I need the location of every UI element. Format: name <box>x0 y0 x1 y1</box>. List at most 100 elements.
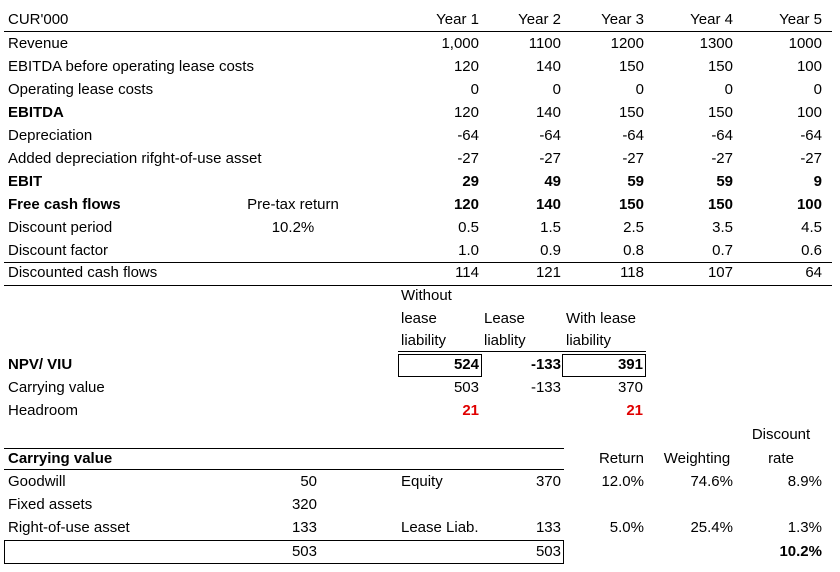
cell-ebit-y5: 9 <box>813 173 822 190</box>
equity-rate: 8.9% <box>787 473 822 490</box>
header-year-2: Year 2 <box>518 11 561 28</box>
cell-revenue-y3: 1200 <box>610 35 644 52</box>
cell-added-dep-y1: -27 <box>457 150 479 167</box>
row-label-fcf: Free cash flows <box>8 196 121 213</box>
lease-liab-rate: 1.3% <box>787 519 822 536</box>
carrying-section-title: Carrying value <box>8 450 113 467</box>
headroom-without-value: 21 <box>462 402 479 419</box>
cell-fcf-y4: 150 <box>707 196 733 213</box>
cell-discount-factor-y5: 0.6 <box>801 242 822 259</box>
npv-without-box <box>398 354 482 377</box>
cell-discount-factor-y3: 0.8 <box>623 242 644 259</box>
cell-fcf-y1: 120 <box>453 196 479 213</box>
row-label-discount-period: Discount period <box>8 219 113 236</box>
npv-header-rule <box>398 351 646 352</box>
header-lease-line2: liablity <box>484 332 526 349</box>
carrying-label: Carrying value <box>8 379 105 396</box>
cell-ebit-y4: 59 <box>716 173 733 190</box>
header-year-4: Year 4 <box>690 11 733 28</box>
headroom-label: Headroom <box>8 402 79 419</box>
header-year-3: Year 3 <box>601 11 644 28</box>
cell-ebitda-before-y4: 150 <box>707 58 733 75</box>
cell-fcf-y5: 100 <box>796 196 822 213</box>
cell-ebitda-y3: 150 <box>618 104 644 121</box>
cell-added-dep-y5: -27 <box>800 150 822 167</box>
cell-ebitda-before-y1: 120 <box>453 58 479 75</box>
cell-ebitda-before-y5: 100 <box>796 58 822 75</box>
cell-depreciation-y2: -64 <box>539 127 561 144</box>
header-discount-line2: rate <box>768 450 794 467</box>
equity-weighting: 74.6% <box>690 473 733 490</box>
cell-depreciation-y1: -64 <box>457 127 479 144</box>
row-label-revenue: Revenue <box>8 35 69 52</box>
header-without-line2: lease <box>401 310 437 327</box>
cell-op-lease-y1: 0 <box>470 81 479 98</box>
cell-ebitda-y4: 150 <box>707 104 733 121</box>
cell-discount-factor-y4: 0.7 <box>712 242 733 259</box>
cell-ebit-y3: 59 <box>627 173 644 190</box>
cell-dcf-y2: 121 <box>535 264 561 281</box>
equity-value: 370 <box>535 473 561 490</box>
header-without-line1: Without <box>401 287 452 304</box>
cell-discount-period-y4: 3.5 <box>712 219 733 236</box>
cell-added-dep-y2: -27 <box>539 150 561 167</box>
cell-discount-factor-y2: 0.9 <box>540 242 561 259</box>
cell-revenue-y1: 1,000 <box>441 35 479 52</box>
cell-revenue-y4: 1300 <box>699 35 733 52</box>
npv-with-box <box>562 354 646 377</box>
fixed-assets-value: 320 <box>291 496 317 513</box>
cell-fcf-y3: 150 <box>618 196 644 213</box>
pretax-return-label: Pre-tax return <box>247 196 339 213</box>
cell-added-dep-y4: -27 <box>711 150 733 167</box>
row-label-op-lease: Operating lease costs <box>8 81 154 98</box>
cell-discount-period-y5: 4.5 <box>801 219 822 236</box>
cell-dcf-y1: 114 <box>455 264 479 281</box>
cell-ebitda-before-y2: 140 <box>535 58 561 75</box>
npv-label: NPV/ VIU <box>8 356 73 373</box>
dcf-rule-top <box>4 262 832 263</box>
cell-op-lease-y2: 0 <box>552 81 561 98</box>
header-year-1: Year 1 <box>436 11 479 28</box>
carrying-title-rule-top <box>4 448 564 449</box>
row-label-depreciation: Depreciation <box>8 127 93 144</box>
lease-liab-label: Lease Liab. <box>401 519 479 536</box>
currency-label: CUR'000 <box>8 11 69 28</box>
row-label-added-dep: Added depreciation rifght-of-use asset <box>8 150 262 167</box>
npv-with-value: 391 <box>617 356 643 373</box>
cell-fcf-y2: 140 <box>535 196 561 213</box>
cell-ebit-y2: 49 <box>544 173 561 190</box>
cell-depreciation-y3: -64 <box>622 127 644 144</box>
carrying-lease-value: -133 <box>530 379 561 396</box>
cell-revenue-y2: 1100 <box>528 35 561 52</box>
lease-liab-value: 133 <box>535 519 561 536</box>
cell-depreciation-y4: -64 <box>711 127 733 144</box>
cell-ebitda-y5: 100 <box>796 104 822 121</box>
total-discount-rate: 10.2% <box>779 543 822 560</box>
cell-ebitda-y1: 120 <box>453 104 479 121</box>
equity-label: Equity <box>401 473 443 490</box>
cell-discount-period-y2: 1.5 <box>540 219 561 236</box>
row-label-ebit: EBIT <box>8 173 43 190</box>
header-year-5: Year 5 <box>779 11 822 28</box>
fixed-assets-label: Fixed assets <box>8 496 93 513</box>
cell-discount-period-y3: 2.5 <box>623 219 644 236</box>
row-label-ebitda: EBITDA <box>8 104 64 121</box>
header-weighting: Weighting <box>663 450 731 467</box>
lease-liab-return: 5.0% <box>609 519 644 536</box>
dcf-rule-bottom <box>4 285 832 286</box>
cell-op-lease-y5: 0 <box>813 81 822 98</box>
cell-ebit-y1: 29 <box>462 173 479 190</box>
total-liabilities-value: 503 <box>535 543 561 560</box>
pretax-return-value: 10.2% <box>271 219 315 236</box>
cell-dcf-y3: 118 <box>620 264 644 281</box>
cell-op-lease-y4: 0 <box>724 81 733 98</box>
header-with-line2: liability <box>566 332 612 349</box>
header-discount-line1: Discount <box>751 426 811 443</box>
headroom-with-value: 21 <box>626 402 643 419</box>
row-label-dcf: Discounted cash flows <box>8 264 158 281</box>
npv-lease-value: -133 <box>530 356 561 373</box>
total-assets-value: 503 <box>291 543 317 560</box>
header-rule <box>4 31 832 32</box>
cell-ebitda-y2: 140 <box>535 104 561 121</box>
header-without-line3: liability <box>401 332 447 349</box>
